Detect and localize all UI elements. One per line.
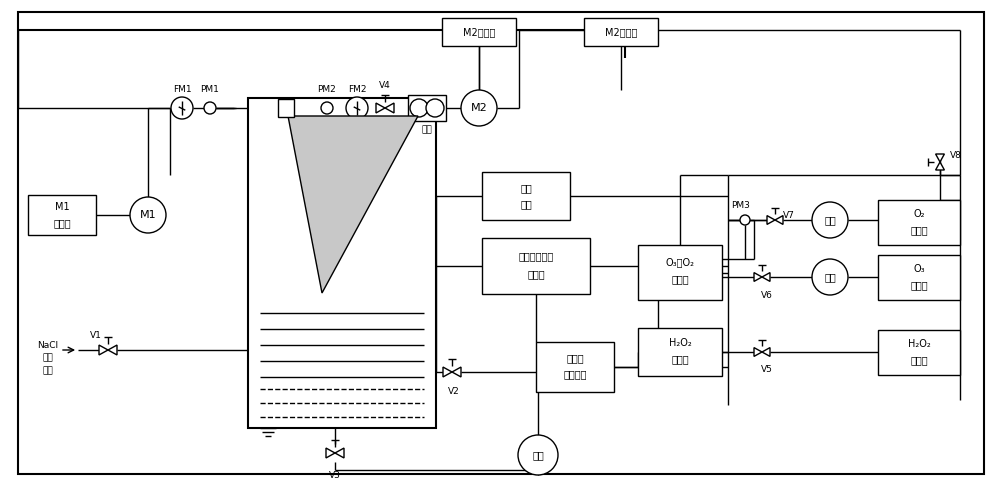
Text: 分离器: 分离器	[671, 354, 689, 364]
Circle shape	[204, 102, 216, 114]
Polygon shape	[385, 103, 394, 113]
Text: O₃: O₃	[913, 264, 925, 274]
Polygon shape	[754, 273, 762, 281]
Text: V6: V6	[761, 291, 773, 300]
Text: NaCl: NaCl	[37, 340, 59, 350]
Bar	[28, 195, 96, 235]
Bar	[408, 95, 446, 121]
Bar	[878, 330, 960, 375]
Bar	[482, 238, 590, 294]
Polygon shape	[762, 273, 770, 281]
Text: 或水: 或水	[43, 367, 53, 375]
Polygon shape	[936, 154, 944, 162]
Text: PM2: PM2	[318, 86, 336, 94]
Text: V4: V4	[379, 81, 391, 91]
Text: H₂O₂: H₂O₂	[669, 338, 691, 348]
Text: M2: M2	[471, 103, 487, 113]
Polygon shape	[452, 367, 461, 377]
Polygon shape	[376, 103, 385, 113]
Bar	[536, 342, 614, 392]
Polygon shape	[326, 448, 335, 458]
Bar	[482, 172, 570, 220]
Text: V2: V2	[448, 388, 460, 396]
Text: 脉冲: 脉冲	[520, 199, 532, 209]
Text: M2驱动器: M2驱动器	[463, 27, 495, 37]
Text: PM1: PM1	[201, 86, 219, 94]
Text: 驱动器: 驱动器	[53, 218, 71, 228]
Text: V7: V7	[783, 211, 795, 221]
Bar	[278, 99, 294, 117]
Circle shape	[346, 97, 368, 119]
Polygon shape	[335, 448, 344, 458]
Text: 溶液: 溶液	[43, 354, 53, 362]
Polygon shape	[108, 345, 117, 355]
Bar	[638, 245, 722, 300]
Text: FM1: FM1	[173, 86, 191, 94]
Text: 检测单元: 检测单元	[563, 369, 587, 379]
Polygon shape	[767, 216, 775, 225]
Bar	[442, 18, 516, 46]
Text: V3: V3	[329, 470, 341, 480]
Text: 数据采集与控: 数据采集与控	[518, 251, 554, 261]
Text: FM2: FM2	[348, 86, 366, 94]
Circle shape	[130, 197, 166, 233]
Text: O₃、O₂: O₃、O₂	[666, 257, 694, 267]
Text: M1: M1	[140, 210, 156, 220]
Text: PM3: PM3	[732, 202, 750, 210]
Polygon shape	[99, 345, 108, 355]
Text: 气源: 气源	[422, 126, 432, 134]
Text: 气泵: 气泵	[824, 215, 836, 225]
Text: 液泵: 液泵	[532, 450, 544, 460]
Text: 储存器: 储存器	[910, 225, 928, 235]
Circle shape	[171, 97, 193, 119]
Text: 高压: 高压	[520, 183, 532, 193]
Text: H₂O₂: H₂O₂	[908, 339, 930, 349]
Circle shape	[812, 259, 848, 295]
Bar	[638, 328, 722, 376]
Text: O₂: O₂	[913, 209, 925, 219]
Text: M1: M1	[55, 202, 69, 212]
Circle shape	[461, 90, 497, 126]
Bar	[584, 18, 658, 46]
Circle shape	[740, 215, 750, 225]
Text: 制单元: 制单元	[527, 269, 545, 279]
Polygon shape	[754, 348, 762, 356]
Text: 分离器: 分离器	[671, 274, 689, 284]
Circle shape	[410, 99, 428, 117]
Text: 储存器: 储存器	[910, 355, 928, 365]
Polygon shape	[775, 216, 783, 225]
Bar	[878, 200, 960, 245]
Bar	[248, 98, 436, 428]
Text: 气泵: 气泵	[824, 272, 836, 282]
Polygon shape	[762, 348, 770, 356]
Circle shape	[518, 435, 558, 475]
Text: 储存器: 储存器	[910, 280, 928, 290]
Text: 吸光度: 吸光度	[566, 353, 584, 363]
Text: V5: V5	[761, 366, 773, 375]
Text: M2驱动器: M2驱动器	[605, 27, 637, 37]
Polygon shape	[443, 367, 452, 377]
Circle shape	[812, 202, 848, 238]
Polygon shape	[936, 162, 944, 170]
Polygon shape	[288, 116, 418, 293]
Text: V1: V1	[90, 331, 102, 339]
Circle shape	[321, 102, 333, 114]
Text: V8: V8	[950, 151, 962, 161]
Circle shape	[426, 99, 444, 117]
Bar	[878, 255, 960, 300]
